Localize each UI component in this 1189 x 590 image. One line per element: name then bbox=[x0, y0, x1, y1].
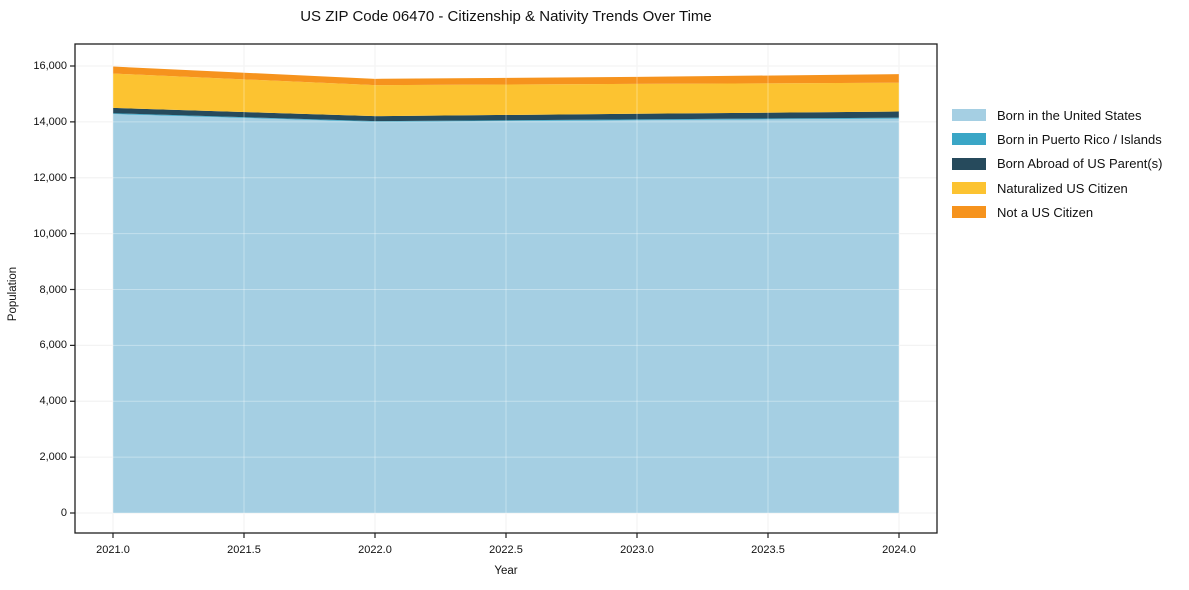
legend-label: Born in the United States bbox=[997, 107, 1142, 123]
legend-swatch bbox=[952, 206, 986, 219]
y-tick-label: 0 bbox=[60, 507, 67, 519]
y-tick-label: 16,000 bbox=[33, 60, 67, 72]
legend-swatch bbox=[952, 109, 986, 122]
legend-label: Born in Puerto Rico / Islands bbox=[997, 131, 1162, 147]
legend-swatch bbox=[952, 182, 986, 195]
y-tick-label: 4,000 bbox=[39, 395, 67, 408]
x-tick-label: 2023.5 bbox=[751, 544, 785, 556]
y-tick-label: 8,000 bbox=[39, 283, 67, 296]
legend-item: Born in Puerto Rico / Islands bbox=[952, 127, 1162, 151]
legend-swatch bbox=[952, 157, 986, 170]
y-tick-label: 14,000 bbox=[33, 115, 67, 128]
area-born-in-the-united-states bbox=[113, 114, 899, 514]
x-tick-label: 2021.5 bbox=[227, 544, 261, 556]
area-not-a-us-citizen bbox=[113, 66, 899, 86]
legend-label: Naturalized US Citizen bbox=[997, 180, 1128, 196]
legend-item: Naturalized US Citizen bbox=[952, 176, 1162, 200]
x-tick-label: 2023.0 bbox=[620, 544, 654, 556]
legend-swatch bbox=[952, 133, 986, 146]
legend-item: Born in the United States bbox=[952, 103, 1162, 127]
y-tick-label: 10,000 bbox=[33, 227, 67, 240]
legend-item: Not a US Citizen bbox=[952, 200, 1162, 224]
area-born-in-puerto-rico-islands bbox=[113, 113, 899, 122]
y-tick-label: 12,000 bbox=[33, 171, 67, 184]
x-axis-label: Year bbox=[494, 565, 518, 577]
x-tick-label: 2021.0 bbox=[96, 544, 130, 556]
y-tick-label: 2,000 bbox=[39, 451, 67, 464]
area-naturalized-us-citizen bbox=[113, 73, 899, 117]
legend-label: Not a US Citizen bbox=[997, 204, 1094, 220]
legend-label: Born Abroad of US Parent(s) bbox=[997, 156, 1163, 172]
x-tick-label: 2022.0 bbox=[358, 544, 392, 556]
y-tick-label: 6,000 bbox=[39, 339, 67, 352]
x-tick-label: 2024.0 bbox=[882, 544, 916, 556]
legend-item: Born Abroad of US Parent(s) bbox=[952, 152, 1162, 176]
area-born-abroad-of-us-parent-s bbox=[113, 107, 899, 122]
legend: Born in the United States Born in Puerto … bbox=[952, 103, 1162, 224]
x-tick-label: 2022.5 bbox=[489, 544, 523, 556]
chart-title: US ZIP Code 06470 - Citizenship & Nativi… bbox=[300, 8, 712, 25]
